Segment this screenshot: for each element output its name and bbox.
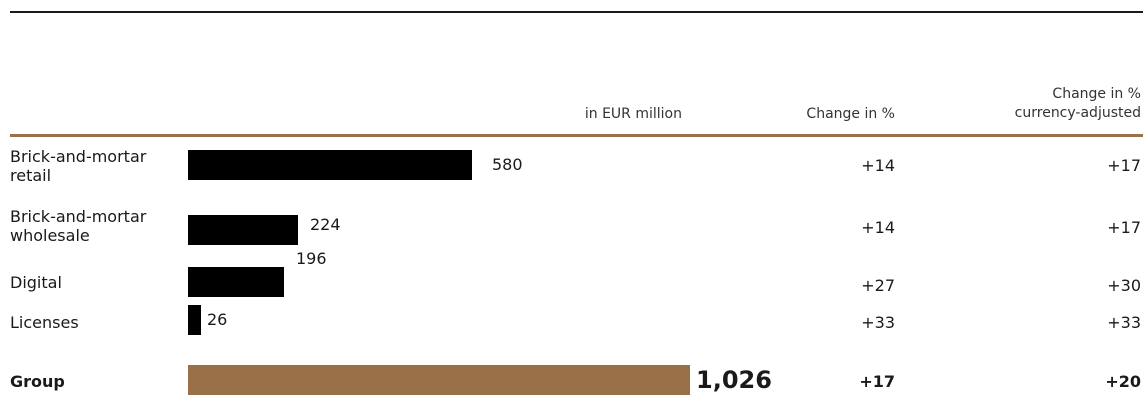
- currency-change-retail: +17: [1107, 156, 1141, 175]
- row-label-group: Group: [10, 372, 65, 391]
- row-label-digital-text: Digital: [10, 273, 62, 292]
- change-wholesale: +14: [861, 218, 895, 237]
- table-row-retail: Brick-and-mortar retail 580 +14 +17: [0, 137, 1143, 187]
- top-rule: [10, 11, 1143, 13]
- header-rule: [10, 134, 1143, 137]
- value-label-digital: 196: [296, 249, 327, 268]
- change-group: +17: [859, 372, 895, 391]
- currency-change-group: +20: [1105, 372, 1141, 391]
- table-row-wholesale: Brick-and-mortar wholesale 224 +14 +17: [0, 187, 1143, 247]
- bar-retail: [188, 150, 472, 180]
- value-label-wholesale: 224: [310, 215, 341, 234]
- bar-digital: [188, 267, 284, 297]
- row-label-licenses: Licenses: [10, 313, 79, 332]
- value-label-licenses: 26: [207, 310, 228, 329]
- change-digital: +27: [861, 276, 895, 295]
- bar-group: [188, 365, 690, 395]
- value-label-retail: 580: [492, 155, 523, 174]
- row-label-wholesale: Brick-and-mortar wholesale: [10, 207, 147, 245]
- currency-change-licenses: +33: [1107, 313, 1141, 332]
- row-label-retail: Brick-and-mortar retail: [10, 147, 147, 185]
- change-retail: +14: [861, 156, 895, 175]
- currency-header-line1: Change in %: [1052, 86, 1141, 102]
- currency-change-wholesale: +17: [1107, 218, 1141, 237]
- change-header: Change in %: [806, 106, 895, 122]
- currency-adjusted-header: Change in % currency-adjusted: [940, 85, 1141, 123]
- bar-licenses: [188, 305, 201, 335]
- change-licenses: +33: [861, 313, 895, 332]
- bar-wholesale: [188, 215, 298, 245]
- value-label-group: 1,026: [696, 366, 772, 394]
- currency-change-digital: +30: [1107, 276, 1141, 295]
- unit-header: in EUR million: [584, 106, 682, 122]
- currency-header-line2: currency-adjusted: [1014, 105, 1141, 121]
